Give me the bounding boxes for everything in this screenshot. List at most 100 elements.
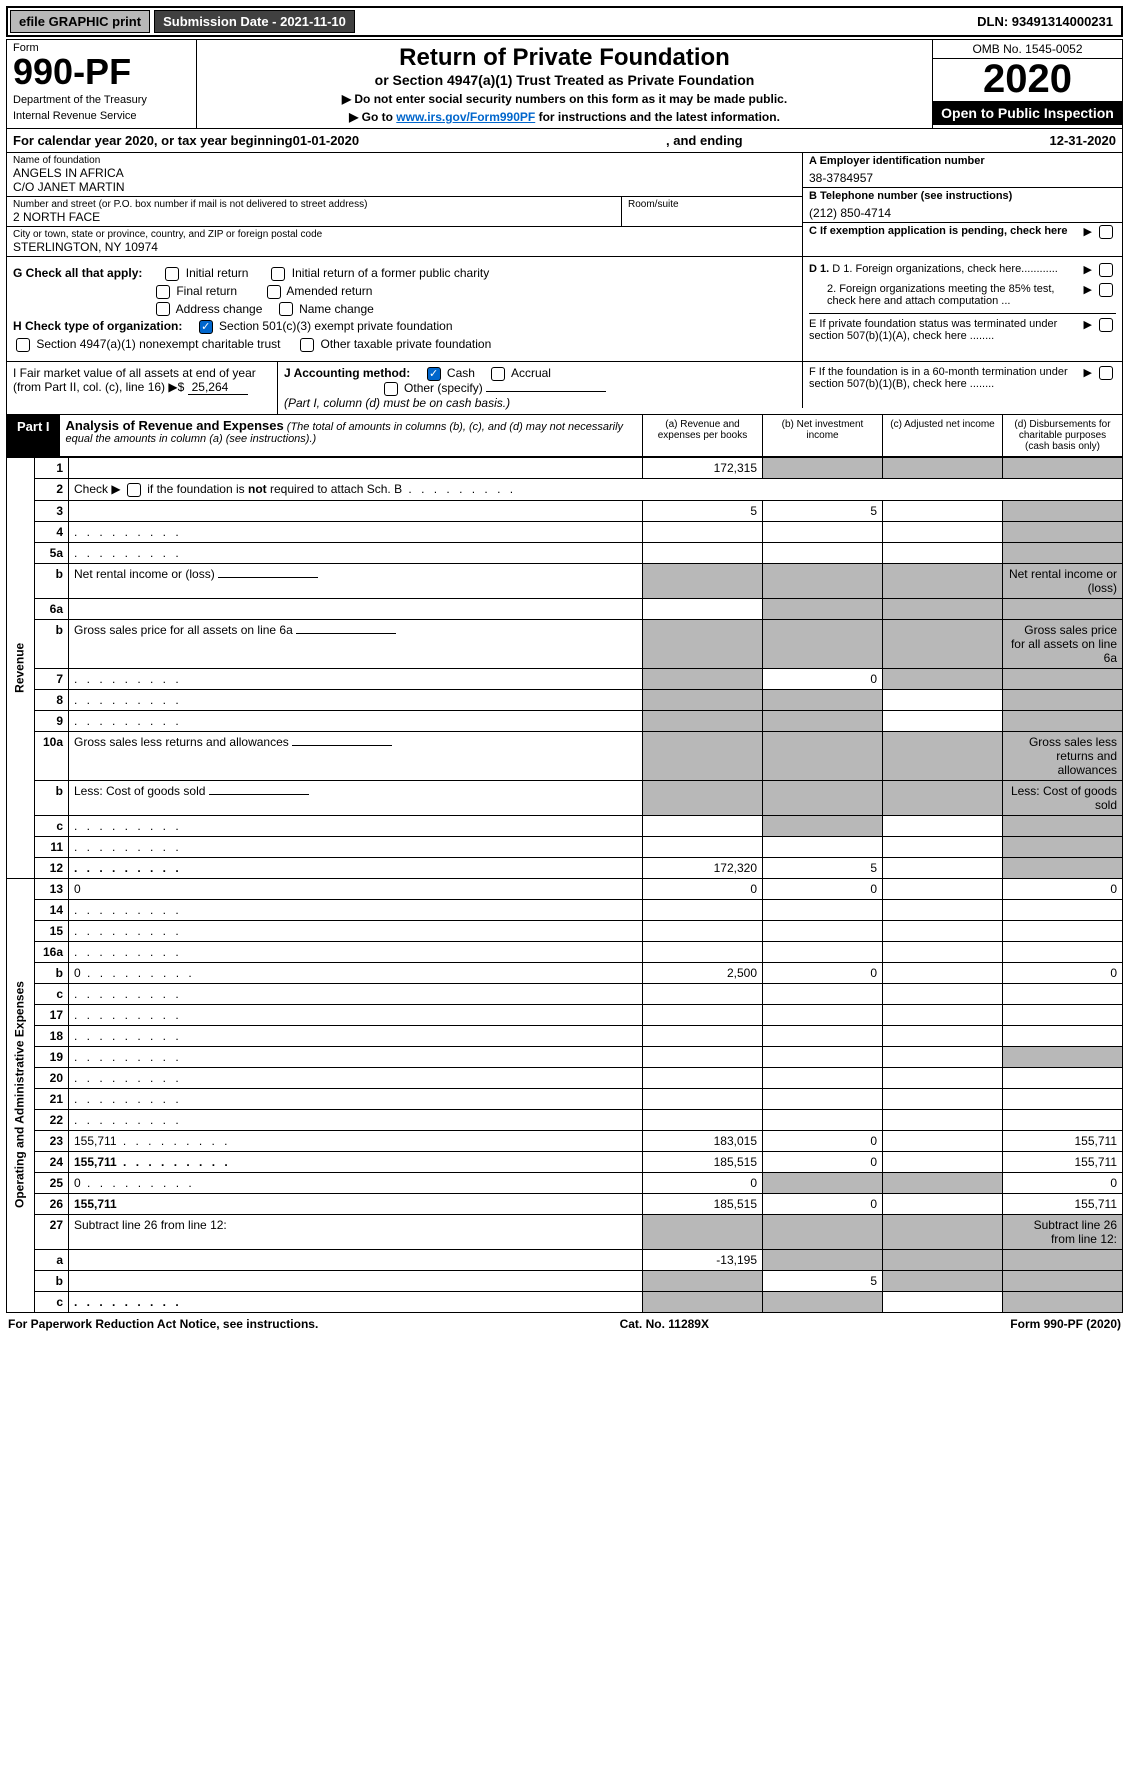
cell-b xyxy=(763,780,883,815)
cell-a xyxy=(643,1109,763,1130)
row-desc: 0 xyxy=(69,878,643,899)
row-number: 13 xyxy=(35,878,69,899)
cell-b: 0 xyxy=(763,1130,883,1151)
f-checkbox[interactable] xyxy=(1099,366,1113,380)
table-row: bLess: Cost of goods sold Less: Cost of … xyxy=(7,780,1123,815)
cell-d xyxy=(1003,1291,1123,1312)
row-number: 7 xyxy=(35,668,69,689)
cell-a xyxy=(643,619,763,668)
table-row: 19 xyxy=(7,1046,1123,1067)
form-id-block: Form 990-PF Department of the Treasury I… xyxy=(7,40,197,128)
note-2-pre: ▶ Go to xyxy=(349,110,396,124)
cell-d xyxy=(1003,521,1123,542)
cell-d xyxy=(1003,457,1123,478)
c-checkbox[interactable] xyxy=(1099,225,1113,239)
cell-c xyxy=(883,542,1003,563)
other-field[interactable] xyxy=(486,391,606,392)
city-value: STERLINGTON, NY 10974 xyxy=(13,240,796,254)
initial-former-checkbox[interactable] xyxy=(271,267,285,281)
cell-d xyxy=(1003,983,1123,1004)
other-checkbox[interactable] xyxy=(384,382,398,396)
row-number: c xyxy=(35,1291,69,1312)
cell-b xyxy=(763,815,883,836)
cell-a xyxy=(643,689,763,710)
cell-a xyxy=(643,563,763,598)
table-row: 24155,711185,5150155,711 xyxy=(7,1151,1123,1172)
cell-d: 0 xyxy=(1003,962,1123,983)
row-desc xyxy=(69,1025,643,1046)
cell-d xyxy=(1003,668,1123,689)
cell-d xyxy=(1003,1046,1123,1067)
g-row-2: Final return Amended return xyxy=(153,284,796,299)
address-checkbox[interactable] xyxy=(156,302,170,316)
cell-b: 5 xyxy=(763,500,883,521)
row-number: 11 xyxy=(35,836,69,857)
row-number: b xyxy=(35,962,69,983)
row-desc xyxy=(69,1291,643,1312)
cell-a: 0 xyxy=(643,1172,763,1193)
cell-d xyxy=(1003,836,1123,857)
cell-a: 172,315 xyxy=(643,457,763,478)
table-row: 5a xyxy=(7,542,1123,563)
final-checkbox[interactable] xyxy=(156,285,170,299)
row-desc: 155,711 xyxy=(69,1193,643,1214)
table-row: Operating and Administrative Expenses130… xyxy=(7,878,1123,899)
form-link[interactable]: www.irs.gov/Form990PF xyxy=(396,110,535,124)
note-1: ▶ Do not enter social security numbers o… xyxy=(205,92,924,106)
efile-button[interactable]: efile GRAPHIC print xyxy=(10,10,150,33)
h3-checkbox[interactable] xyxy=(300,338,314,352)
h2-checkbox[interactable] xyxy=(16,338,30,352)
name-cell: Name of foundation ANGELS IN AFRICA C/O … xyxy=(7,153,802,197)
col-b-header: (b) Net investment income xyxy=(762,415,882,456)
accrual-checkbox[interactable] xyxy=(491,367,505,381)
table-row: Revenue1172,315 xyxy=(7,457,1123,478)
arrow-icon: ▶ xyxy=(1084,225,1092,238)
cell-c xyxy=(883,731,1003,780)
table-row: 12172,3205 xyxy=(7,857,1123,878)
name-change-checkbox[interactable] xyxy=(279,302,293,316)
row-desc xyxy=(69,1109,643,1130)
cell-d xyxy=(1003,598,1123,619)
g-row-3: Address change Name change xyxy=(153,302,796,317)
cell-b xyxy=(763,598,883,619)
e-checkbox[interactable] xyxy=(1099,318,1113,332)
entity-block: Name of foundation ANGELS IN AFRICA C/O … xyxy=(6,153,1123,257)
part-1-title: Analysis of Revenue and Expenses xyxy=(66,418,284,433)
cell-b xyxy=(763,542,883,563)
row-desc xyxy=(69,598,643,619)
cell-b: 5 xyxy=(763,1270,883,1291)
row-desc xyxy=(69,1067,643,1088)
cell-d xyxy=(1003,920,1123,941)
sch-b-checkbox[interactable] xyxy=(127,483,141,497)
table-row: 70 xyxy=(7,668,1123,689)
initial-label: Initial return xyxy=(186,266,249,280)
table-row: c xyxy=(7,983,1123,1004)
e-label: E If private foundation status was termi… xyxy=(809,318,1080,342)
table-row: b02,50000 xyxy=(7,962,1123,983)
cell-b: 5 xyxy=(763,857,883,878)
f-label: F If the foundation is in a 60-month ter… xyxy=(809,366,1080,390)
c-label: C If exemption application is pending, c… xyxy=(809,225,1080,237)
cash-checkbox[interactable] xyxy=(427,367,441,381)
d1-checkbox[interactable] xyxy=(1099,263,1113,277)
table-row: 11 xyxy=(7,836,1123,857)
row-desc xyxy=(69,668,643,689)
cell-c xyxy=(883,710,1003,731)
cell-a: -13,195 xyxy=(643,1249,763,1270)
submission-button[interactable]: Submission Date - 2021-11-10 xyxy=(154,10,355,33)
initial-checkbox[interactable] xyxy=(165,267,179,281)
table-row: c xyxy=(7,1291,1123,1312)
cell-a xyxy=(643,731,763,780)
cell-b xyxy=(763,1109,883,1130)
d2-checkbox[interactable] xyxy=(1099,283,1113,297)
cell-d xyxy=(1003,1270,1123,1291)
form-number: 990-PF xyxy=(13,54,190,90)
ein-value: 38-3784957 xyxy=(809,171,1116,185)
h1-checkbox[interactable] xyxy=(199,320,213,334)
other-label: Other (specify) xyxy=(404,381,483,395)
row-number: 9 xyxy=(35,710,69,731)
amended-checkbox[interactable] xyxy=(267,285,281,299)
cell-b: 0 xyxy=(763,1193,883,1214)
row-number: b xyxy=(35,780,69,815)
column-headers: (a) Revenue and expenses per books (b) N… xyxy=(642,415,1122,456)
